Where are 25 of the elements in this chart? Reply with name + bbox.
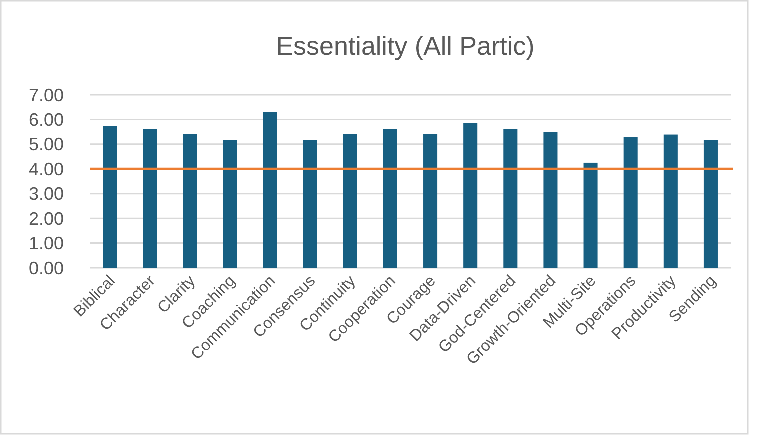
y-tick-label: 2.00: [28, 208, 64, 229]
y-tick-label: 6.00: [28, 110, 64, 130]
bar: [664, 134, 678, 268]
bar: [544, 132, 558, 268]
bar: [584, 162, 598, 268]
bar: [704, 140, 718, 268]
bar: [223, 140, 238, 268]
y-tick-label: 3.00: [28, 184, 64, 204]
bar: [143, 129, 158, 268]
bar: [464, 123, 478, 268]
y-tick-label: 5.00: [28, 134, 64, 155]
bar: [103, 126, 118, 268]
y-tick-label: 0.00: [28, 258, 64, 278]
bar: [263, 112, 278, 268]
bar: [624, 138, 638, 268]
bar: [303, 140, 318, 268]
bar: [343, 134, 358, 268]
bar: [424, 134, 438, 268]
bar: [504, 129, 518, 268]
bar: [183, 134, 198, 268]
bar: [383, 129, 398, 268]
y-tick-label: 7.00: [28, 85, 64, 106]
y-tick-label: 4.00: [28, 159, 64, 180]
chart-title: Essentiality (All Partic): [276, 31, 535, 61]
y-tick-label: 1.00: [28, 234, 64, 254]
